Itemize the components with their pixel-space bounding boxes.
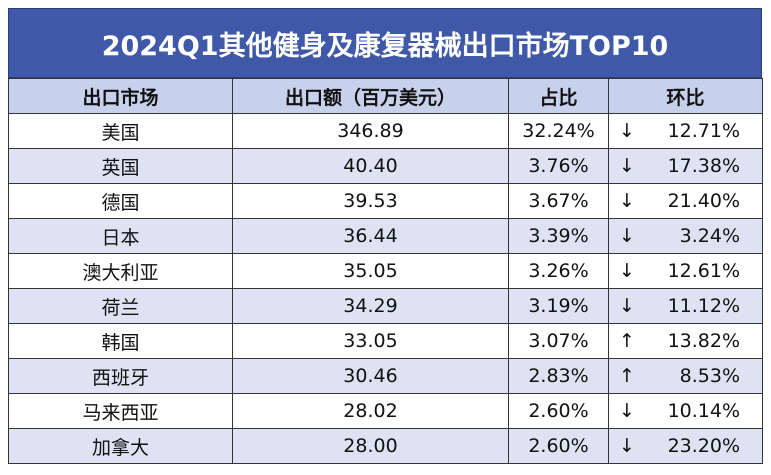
table-body: 美国 346.89 32.24% ↓ 12.71% 英国 40.40 3.76% ↓ 17.38%… <box>8 113 764 464</box>
value-cell: 34.29 <box>232 288 509 324</box>
share-cell: 3.67% <box>508 183 609 219</box>
trend-arrow: ↑ <box>608 323 649 359</box>
market-cell: 韩国 <box>8 323 233 359</box>
header-cell: 出口额（百万美元） <box>232 78 509 114</box>
trend-arrow: ↓ <box>608 253 649 289</box>
table-row: 加拿大 28.00 2.60% ↓ 23.20% <box>8 428 764 464</box>
value-cell: 28.00 <box>232 428 509 464</box>
change-cell: 10.14% <box>648 393 764 429</box>
market-cell: 加拿大 <box>8 428 233 464</box>
table-row: 马来西亚 28.02 2.60% ↓ 10.14% <box>8 393 764 429</box>
table-row: 韩国 33.05 3.07% ↑ 13.82% <box>8 323 764 359</box>
change-cell: 8.53% <box>648 358 764 394</box>
market-cell: 日本 <box>8 218 233 254</box>
table-row: 英国 40.40 3.76% ↓ 17.38% <box>8 148 764 184</box>
share-cell: 32.24% <box>508 113 609 149</box>
header-cell: 出口市场 <box>8 78 233 114</box>
market-cell: 澳大利亚 <box>8 253 233 289</box>
market-cell: 马来西亚 <box>8 393 233 429</box>
trend-arrow: ↓ <box>608 393 649 429</box>
change-cell: 13.82% <box>648 323 764 359</box>
header-cell: 占比 <box>508 78 609 114</box>
change-cell: 3.24% <box>648 218 764 254</box>
share-cell: 3.39% <box>508 218 609 254</box>
share-cell: 3.07% <box>508 323 609 359</box>
share-cell: 2.60% <box>508 428 609 464</box>
value-cell: 39.53 <box>232 183 509 219</box>
table-row: 美国 346.89 32.24% ↓ 12.71% <box>8 113 764 149</box>
change-cell: 12.61% <box>648 253 764 289</box>
value-cell: 28.02 <box>232 393 509 429</box>
market-cell: 德国 <box>8 183 233 219</box>
table-row: 荷兰 34.29 3.19% ↓ 11.12% <box>8 288 764 324</box>
trend-arrow: ↓ <box>608 113 649 149</box>
value-cell: 33.05 <box>232 323 509 359</box>
change-cell: 12.71% <box>648 113 764 149</box>
title: 2024Q1其他健身及康复器械出口市场TOP10 <box>8 8 762 78</box>
table: 出口市场 出口额（百万美元） 占比 环比 美国 346.89 32.24% ↓ 12.71% 英… <box>8 78 764 464</box>
change-cell: 23.20% <box>648 428 764 464</box>
trend-arrow: ↓ <box>608 218 649 254</box>
share-cell: 3.26% <box>508 253 609 289</box>
table-row: 澳大利亚 35.05 3.26% ↓ 12.61% <box>8 253 764 289</box>
change-cell: 17.38% <box>648 148 764 184</box>
change-cell: 11.12% <box>648 288 764 324</box>
header-row: 出口市场 出口额（百万美元） 占比 环比 <box>8 78 764 114</box>
trend-arrow: ↑ <box>608 358 649 394</box>
market-cell: 荷兰 <box>8 288 233 324</box>
table-row: 西班牙 30.46 2.83% ↑ 8.53% <box>8 358 764 394</box>
market-cell: 西班牙 <box>8 358 233 394</box>
share-cell: 2.60% <box>508 393 609 429</box>
value-cell: 36.44 <box>232 218 509 254</box>
table-row: 德国 39.53 3.67% ↓ 21.40% <box>8 183 764 219</box>
trend-arrow: ↓ <box>608 428 649 464</box>
value-cell: 35.05 <box>232 253 509 289</box>
trend-arrow: ↓ <box>608 183 649 219</box>
change-cell: 21.40% <box>648 183 764 219</box>
value-cell: 40.40 <box>232 148 509 184</box>
table-row: 日本 36.44 3.39% ↓ 3.24% <box>8 218 764 254</box>
market-cell: 英国 <box>8 148 233 184</box>
page: 2024Q1其他健身及康复器械出口市场TOP10 出口市场 出口额（百万美元） 占比… <box>8 8 764 464</box>
share-cell: 3.76% <box>508 148 609 184</box>
share-cell: 3.19% <box>508 288 609 324</box>
trend-arrow: ↓ <box>608 288 649 324</box>
value-cell: 30.46 <box>232 358 509 394</box>
share-cell: 2.83% <box>508 358 609 394</box>
header-cell: 环比 <box>607 78 764 114</box>
market-cell: 美国 <box>8 113 233 149</box>
trend-arrow: ↓ <box>608 148 649 184</box>
value-cell: 346.89 <box>232 113 509 149</box>
